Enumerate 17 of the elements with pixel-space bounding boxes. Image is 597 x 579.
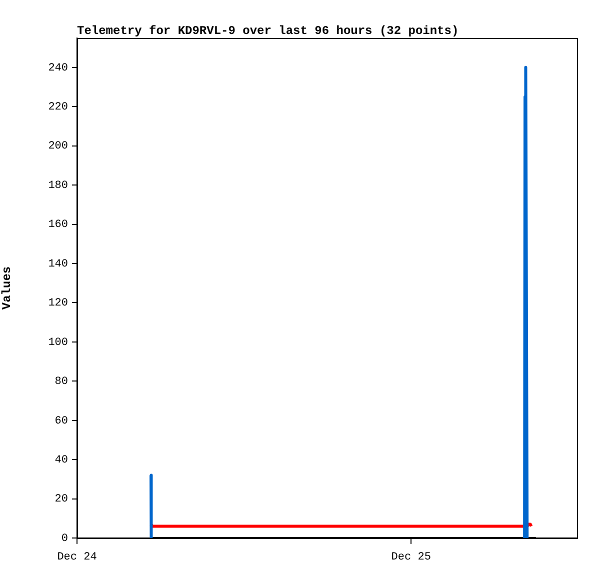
x-tick-label: Dec 25 xyxy=(391,552,431,564)
y-tick-label: 0 xyxy=(61,532,68,545)
y-tick-label: 60 xyxy=(54,415,68,428)
y-tick-label: 100 xyxy=(48,336,68,349)
y-tick-label: 140 xyxy=(48,258,68,270)
x-tick-label: Dec 24 xyxy=(57,552,98,564)
y-tick-label: 80 xyxy=(54,376,68,388)
chart-title: Telemetry for KD9RVL-9 over last 96 hours (32 points) xyxy=(77,24,459,38)
y-tick-label: 200 xyxy=(48,140,68,153)
y-tick-label: 20 xyxy=(54,494,68,506)
y-tick-label: 220 xyxy=(48,102,68,114)
y-tick-label: 180 xyxy=(48,180,68,192)
y-tick-label: 120 xyxy=(48,298,68,310)
y-tick-label: 240 xyxy=(48,62,68,74)
y-tick-label: 40 xyxy=(54,454,68,466)
y-axis-title: Values xyxy=(0,266,14,310)
y-tick-label: 160 xyxy=(48,219,68,232)
